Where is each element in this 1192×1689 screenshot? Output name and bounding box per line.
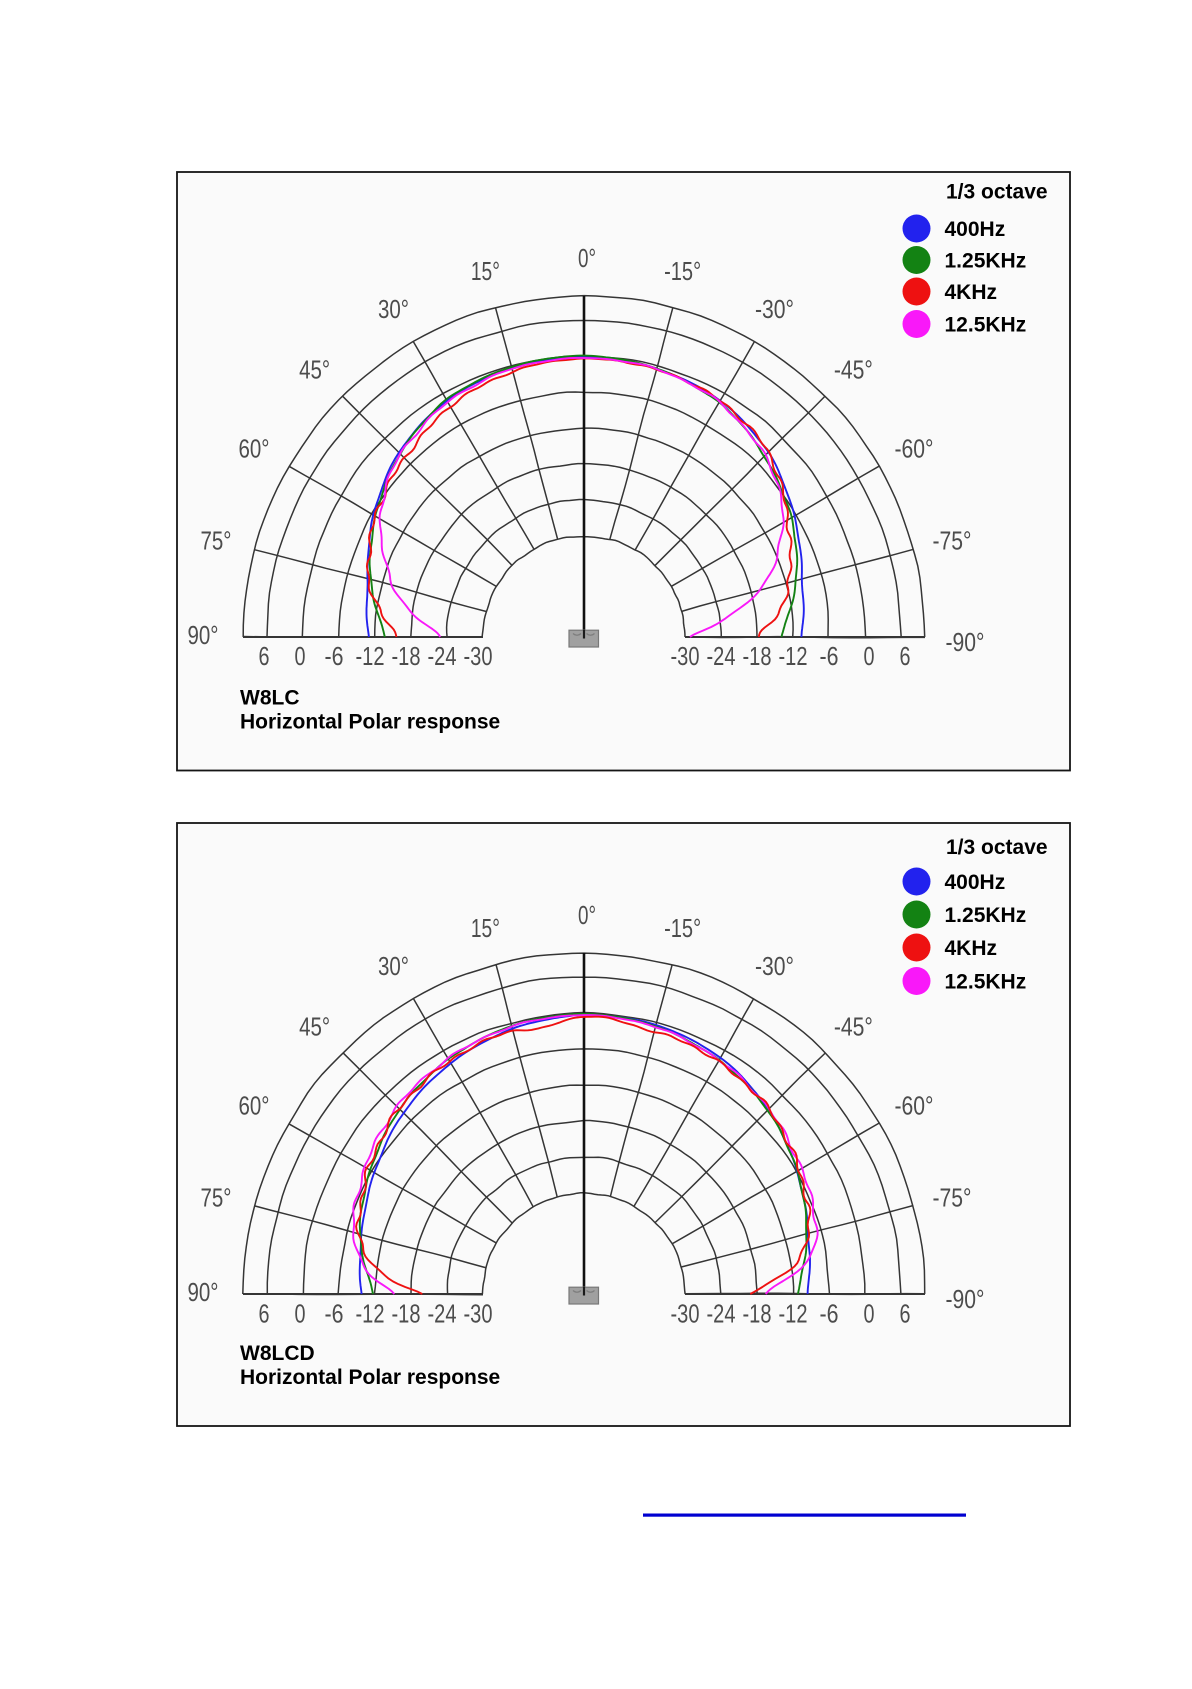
svg-text:-18: -18 [743, 1299, 772, 1329]
svg-text:90°: 90° [188, 620, 219, 650]
svg-text:-45°: -45° [834, 355, 873, 385]
svg-text:-12: -12 [356, 1299, 385, 1329]
svg-text:-15°: -15° [664, 913, 701, 943]
svg-text:-60°: -60° [895, 434, 934, 464]
svg-text:400Hz: 400Hz [945, 871, 1006, 894]
svg-text:-15°: -15° [664, 256, 701, 286]
svg-text:-45°: -45° [834, 1012, 873, 1042]
svg-text:6: 6 [259, 1299, 270, 1329]
svg-text:-18: -18 [743, 641, 772, 671]
svg-text:12.5KHz: 12.5KHz [945, 314, 1027, 337]
svg-text:-30°: -30° [755, 951, 794, 981]
svg-text:-30: -30 [671, 1299, 700, 1329]
svg-text:-90°: -90° [946, 1284, 985, 1314]
svg-text:-6: -6 [325, 1299, 344, 1329]
svg-text:15°: 15° [471, 256, 500, 286]
svg-text:12.5KHz: 12.5KHz [945, 971, 1027, 994]
svg-text:0: 0 [864, 641, 875, 671]
svg-text:45°: 45° [299, 355, 330, 385]
svg-text:4KHz: 4KHz [945, 937, 998, 960]
svg-text:W8LCD: W8LCD [240, 1342, 315, 1365]
svg-text:-18: -18 [392, 1299, 421, 1329]
svg-text:6: 6 [259, 641, 270, 671]
svg-text:6: 6 [900, 641, 911, 671]
svg-text:-24: -24 [707, 641, 736, 671]
svg-text:15°: 15° [471, 913, 500, 943]
svg-text:-24: -24 [428, 641, 457, 671]
svg-text:0°: 0° [578, 900, 596, 930]
svg-text:1.25KHz: 1.25KHz [945, 904, 1027, 927]
svg-text:1/3 octave: 1/3 octave [946, 836, 1048, 859]
svg-text:1.25KHz: 1.25KHz [945, 250, 1027, 273]
svg-text:-6: -6 [820, 1299, 839, 1329]
svg-text:-6: -6 [325, 641, 344, 671]
svg-text:1/3 octave: 1/3 octave [946, 181, 1048, 204]
svg-text:0: 0 [295, 1299, 306, 1329]
svg-text:-30: -30 [464, 1299, 493, 1329]
svg-text:-30: -30 [464, 641, 493, 671]
svg-text:0: 0 [295, 641, 306, 671]
svg-text:60°: 60° [239, 434, 270, 464]
svg-text:-24: -24 [707, 1299, 736, 1329]
svg-text:30°: 30° [378, 294, 409, 324]
svg-text:-75°: -75° [933, 525, 972, 555]
svg-text:75°: 75° [201, 1182, 232, 1212]
svg-text:-24: -24 [428, 1299, 457, 1329]
svg-text:Horizontal Polar response: Horizontal Polar response [240, 711, 500, 734]
svg-text:6: 6 [900, 1299, 911, 1329]
svg-text:0: 0 [864, 1299, 875, 1329]
svg-text:90°: 90° [188, 1277, 219, 1307]
svg-text:-12: -12 [356, 641, 385, 671]
svg-text:-30: -30 [671, 641, 700, 671]
svg-text:4KHz: 4KHz [945, 281, 998, 304]
svg-text:60°: 60° [239, 1091, 270, 1121]
svg-text:-18: -18 [392, 641, 421, 671]
svg-text:-12: -12 [779, 641, 808, 671]
svg-text:45°: 45° [299, 1012, 330, 1042]
svg-text:30°: 30° [378, 951, 409, 981]
svg-text:-60°: -60° [895, 1091, 934, 1121]
svg-text:0°: 0° [578, 243, 596, 273]
svg-text:75°: 75° [201, 525, 232, 555]
svg-text:-6: -6 [820, 641, 839, 671]
svg-text:400Hz: 400Hz [945, 218, 1006, 241]
svg-text:W8LC: W8LC [240, 687, 300, 710]
svg-text:-90°: -90° [946, 627, 985, 657]
svg-text:Horizontal Polar response: Horizontal Polar response [240, 1366, 500, 1389]
svg-text:-12: -12 [779, 1299, 808, 1329]
svg-text:-30°: -30° [755, 294, 794, 324]
svg-text:-75°: -75° [933, 1182, 972, 1212]
